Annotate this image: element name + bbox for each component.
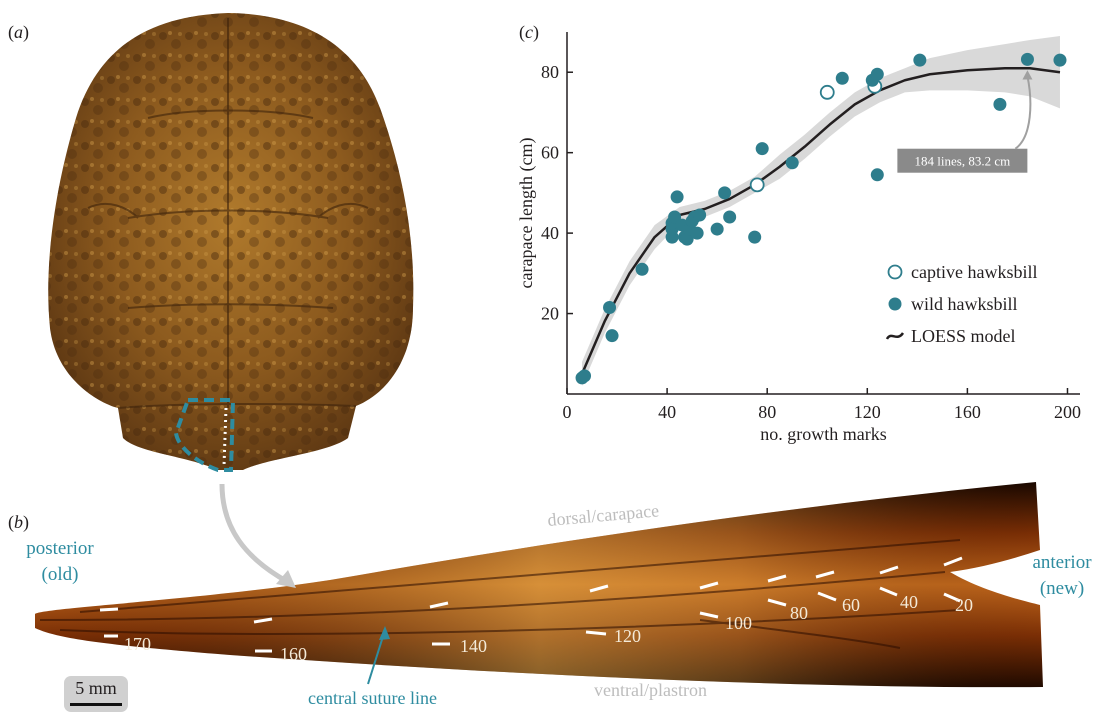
mark-label-140: 140 <box>460 636 487 656</box>
posterior-label: posterior <box>26 538 94 559</box>
wild-data-point <box>690 226 704 240</box>
loess-confidence-band <box>582 36 1060 386</box>
scale-bar-label: 5 mm <box>75 678 117 698</box>
scale-bar: 5 mm <box>64 676 128 712</box>
mark-label-120: 120 <box>614 626 641 646</box>
wild-data-point <box>603 301 617 315</box>
y-tick-label: 80 <box>541 62 559 82</box>
x-axis-title: no. growth marks <box>760 424 886 444</box>
annotation-text: 184 lines, 83.2 cm <box>915 154 1011 169</box>
suture-dotted-line <box>222 407 228 467</box>
annotation-arrow <box>1014 76 1032 150</box>
wild-data-point <box>723 210 737 224</box>
legend-loess-marker <box>885 332 905 340</box>
growth-mark-dashes <box>99 556 963 653</box>
suture-label: central suture line <box>308 688 437 708</box>
mark-label-160: 160 <box>280 644 307 664</box>
scute-section-panel: 20 40 60 80 100 120 140 160 170 posterio… <box>0 470 1101 715</box>
posterior-sub-label: (old) <box>42 564 79 585</box>
panel-b-label: (b) <box>8 512 29 532</box>
wild-data-point <box>578 369 592 383</box>
dorsal-label: dorsal/carapace <box>547 500 660 530</box>
anterior-label: anterior <box>1032 552 1092 573</box>
confidence-band <box>582 36 1060 386</box>
wild-data-point <box>748 230 762 244</box>
wild-data-point <box>993 97 1007 111</box>
wild-data-point <box>870 67 884 81</box>
wild-data-point <box>1020 52 1034 66</box>
wild-data-point <box>913 53 927 67</box>
ventral-label: ventral/plastron <box>594 680 707 700</box>
wild-data-point <box>785 156 799 170</box>
chart-legend: captive hawksbill wild hawksbill LOESS mod… <box>885 262 1037 346</box>
y-axis-title: carapace length (cm) <box>516 138 537 289</box>
wild-data-point <box>605 329 619 343</box>
annotation-layer: 184 lines, 83.2 cm <box>897 70 1033 173</box>
mark-label-20: 20 <box>955 595 973 615</box>
legend-label: LOESS model <box>911 326 1016 346</box>
y-tick-label: 20 <box>541 304 559 324</box>
captive-data-point <box>749 177 765 193</box>
scale-bar-line <box>70 703 122 706</box>
mark-label-100: 100 <box>725 613 752 633</box>
mark-label-170: 170 <box>124 634 151 654</box>
anterior-sub-label: (new) <box>1040 578 1084 599</box>
wild-data-point <box>835 71 849 85</box>
captive-data-point <box>819 84 835 100</box>
turtle-shell-image <box>28 8 428 478</box>
wild-data-point <box>755 142 769 156</box>
loess-line-layer <box>580 66 1061 375</box>
wild-data-point <box>870 168 884 182</box>
loess-line <box>580 66 1061 375</box>
connector-arrow <box>219 483 296 588</box>
x-tick-label: 160 <box>954 402 981 422</box>
legend-wild-marker <box>888 297 902 311</box>
wild-data-point <box>670 190 684 204</box>
wild-data-point <box>693 208 707 222</box>
y-tick-label: 60 <box>541 143 559 163</box>
panel-a-label: (a) <box>8 22 29 42</box>
x-tick-label: 120 <box>854 402 881 422</box>
legend-captive-marker <box>887 264 903 280</box>
x-tick-label: 200 <box>1054 402 1081 422</box>
annotation-arrowhead <box>1022 70 1033 80</box>
wild-data-point <box>635 262 649 276</box>
x-tick-label: 0 <box>563 402 572 422</box>
y-tick-label: 40 <box>541 223 559 243</box>
wild-data-point <box>1053 53 1067 67</box>
annotation-box <box>897 148 1028 173</box>
mark-label-40: 40 <box>900 592 918 612</box>
wild-data-point <box>680 232 694 246</box>
scatter-points-layer <box>575 52 1067 385</box>
legend-label: captive hawksbill <box>911 262 1037 282</box>
mark-label-60: 60 <box>842 595 860 615</box>
wild-data-point <box>718 186 732 200</box>
mark-label-80: 80 <box>790 603 808 623</box>
x-tick-label: 80 <box>758 402 776 422</box>
x-tick-label: 40 <box>658 402 676 422</box>
legend-label: wild hawksbill <box>911 294 1018 314</box>
wild-data-point <box>710 222 724 236</box>
panel-c-label: (c) <box>519 22 539 42</box>
sample-region-outline <box>173 398 236 472</box>
